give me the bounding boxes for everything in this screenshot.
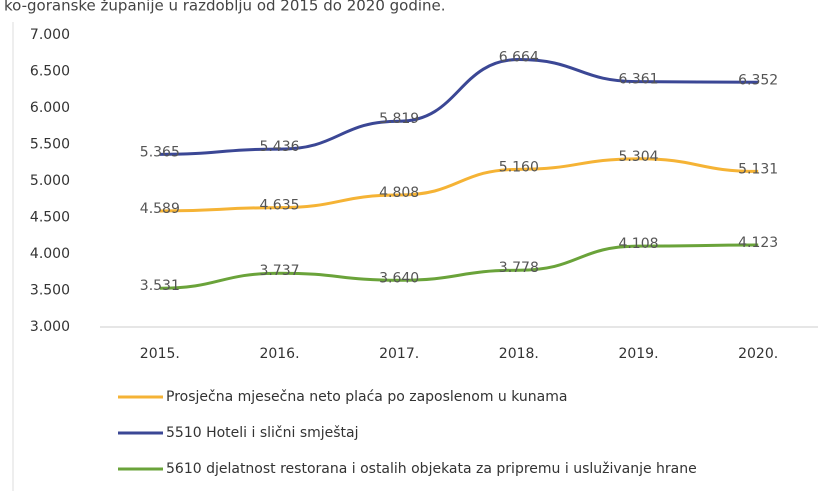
x-tick-label: 2019. <box>618 346 658 362</box>
y-tick-label: 3.500 <box>30 283 70 299</box>
data-label: 5.160 <box>499 159 539 175</box>
x-tick-label: 2015. <box>140 346 180 362</box>
y-tick-label: 4.500 <box>30 210 70 226</box>
data-label: 4.589 <box>140 201 180 217</box>
legend-label: Prosječna mjesečna neto plaća po zaposle… <box>166 389 567 405</box>
series-line <box>159 58 759 156</box>
data-label: 5.436 <box>259 139 299 155</box>
x-tick-label: 2020. <box>738 346 778 362</box>
data-label: 3.778 <box>499 260 539 276</box>
data-label: 5.819 <box>379 111 419 127</box>
y-tick-label: 6.500 <box>30 64 70 80</box>
series-line <box>159 243 759 290</box>
data-label: 5.365 <box>140 144 180 160</box>
legend-label: 5610 djelatnost restorana i ostalih obje… <box>166 461 697 477</box>
data-label: 4.635 <box>259 198 299 214</box>
data-label: 6.361 <box>618 72 658 88</box>
data-label: 5.131 <box>738 161 778 177</box>
chart-title: ko-goranske županije u razdoblju od 2015… <box>4 0 446 15</box>
y-tick-label: 4.000 <box>30 246 70 262</box>
data-label: 4.108 <box>618 236 658 252</box>
series-line <box>159 157 759 213</box>
data-label: 6.352 <box>738 72 778 88</box>
x-tick-label: 2018. <box>499 346 539 362</box>
x-tick-label: 2016. <box>259 346 299 362</box>
y-tick-label: 6.000 <box>30 100 70 116</box>
y-tick-label: 3.000 <box>30 319 70 335</box>
data-label: 5.304 <box>618 149 658 165</box>
data-label: 3.531 <box>140 278 180 294</box>
data-label: 3.640 <box>379 270 419 286</box>
legend-label: 5510 Hoteli i slični smještaj <box>166 425 359 441</box>
y-tick-label: 7.000 <box>30 27 70 43</box>
x-tick-label: 2017. <box>379 346 419 362</box>
y-tick-label: 5.000 <box>30 173 70 189</box>
y-tick-label: 5.500 <box>30 137 70 153</box>
data-label: 3.737 <box>259 263 299 279</box>
data-label: 4.123 <box>738 235 778 251</box>
data-label: 6.664 <box>499 50 539 66</box>
data-label: 4.808 <box>379 185 419 201</box>
